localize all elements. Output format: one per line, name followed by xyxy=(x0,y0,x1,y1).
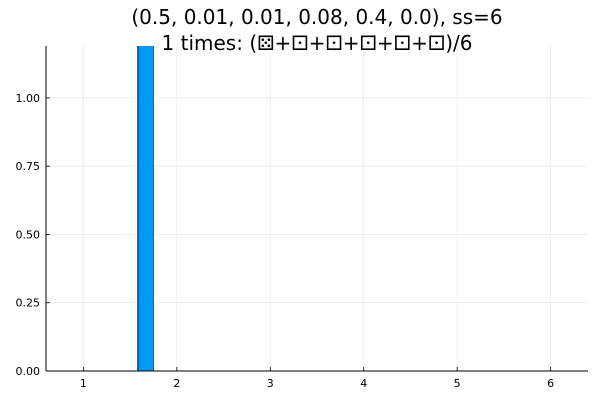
x-tick-label-2: 3 xyxy=(267,377,274,390)
x-tick-label-3: 4 xyxy=(360,377,367,390)
y-tick-label-2: 0.50 xyxy=(16,228,41,241)
grid-lines xyxy=(46,46,588,372)
y-tick-label-0: 0.00 xyxy=(16,365,41,378)
x-tick-label-1: 2 xyxy=(173,377,180,390)
x-tick-label-5: 6 xyxy=(547,377,554,390)
ticks: 1 2 3 4 5 6 0.00 0.25 0.50 0.75 1.00 xyxy=(16,92,555,390)
axes xyxy=(45,46,588,372)
y-tick-label-3: 0.75 xyxy=(16,160,41,173)
y-tick-label-1: 0.25 xyxy=(16,297,41,310)
x-tick-label-0: 1 xyxy=(80,377,87,390)
x-tick-label-4: 5 xyxy=(454,377,461,390)
bar-0 xyxy=(137,46,154,371)
chart-title-line2: 1 times: (⚄+⚀+⚀+⚀+⚀+⚀)/6 xyxy=(162,31,473,55)
bars xyxy=(137,46,154,371)
y-tick-label-4: 1.00 xyxy=(16,92,41,105)
chart-title-line1: (0.5, 0.01, 0.01, 0.08, 0.4, 0.0), ss=6 xyxy=(131,5,502,29)
